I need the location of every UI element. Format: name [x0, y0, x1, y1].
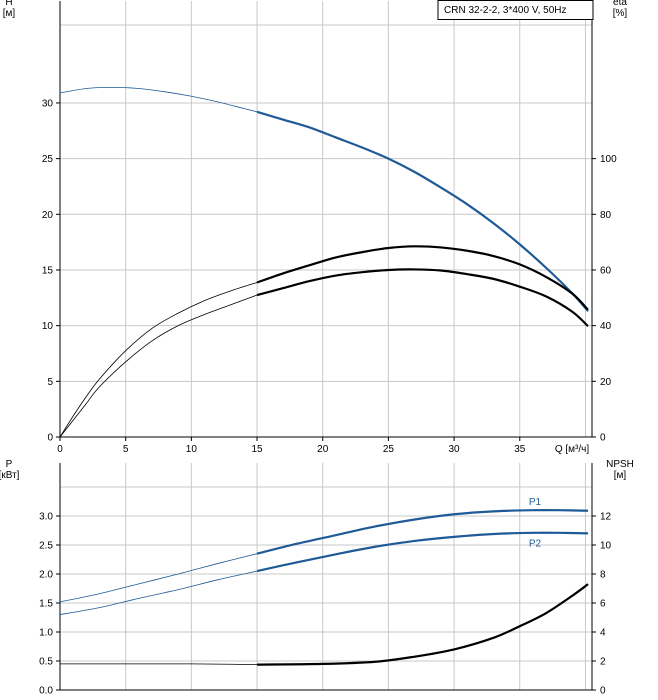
y-tick-label-right: 10 — [600, 541, 612, 552]
y-axis-unit-left: [м] — [3, 8, 16, 19]
y-tick-label-left: 20 — [42, 210, 54, 221]
y-tick-label-right: 0 — [600, 686, 606, 697]
series-npsh-thin — [59, 663, 258, 666]
y-tick-label-left: 2.5 — [39, 541, 53, 552]
y-tick-label-left: 0.0 — [39, 686, 53, 697]
y-tick-label-right: 8 — [600, 570, 606, 581]
x-tick-label: 5 — [123, 444, 129, 455]
y-tick-label-left: 10 — [42, 321, 54, 332]
x-tick-label: 15 — [251, 444, 263, 455]
y-axis-label-left: H — [5, 0, 12, 8]
y-tick-label-left: 0.5 — [39, 657, 53, 668]
series-eta-upper-bold — [256, 245, 589, 311]
series-p1-thin — [59, 553, 258, 603]
head-efficiency-panel: 0 5 10 15 20 25 30 0 20 40 60 80 100 0 5 10 15 20 25 30 35 Q … — [3, 0, 628, 455]
series-label-p1: P1 — [529, 497, 542, 508]
series-eta-lower-bold — [256, 268, 589, 328]
series-p2-thin — [59, 570, 258, 615]
y-tick-label-right: 0 — [600, 433, 606, 444]
y-axis-unit-right: [м] — [614, 470, 627, 481]
y-tick-label-left: 1.0 — [39, 628, 53, 639]
y-tick-label-left: 3.0 — [39, 512, 53, 523]
x-tick-label: 30 — [449, 444, 461, 455]
y-tick-label-right: 20 — [600, 377, 612, 388]
x-tick-label: 10 — [186, 444, 198, 455]
y-tick-label-right: 2 — [600, 657, 606, 668]
x-tick-label: 20 — [317, 444, 329, 455]
legend: CRN 32-2-2, 3*400 V, 50Hz — [437, 0, 594, 20]
y-tick-label-left: 0 — [47, 433, 53, 444]
series-p2-bold — [256, 531, 589, 573]
y-axis-unit-left: [кВт] — [0, 470, 20, 481]
y-axis-label-right: NPSH — [606, 459, 634, 470]
y-axis-label-left: P — [6, 459, 13, 470]
y-tick-label-right: 6 — [600, 599, 606, 610]
series-h-thin — [59, 86, 258, 113]
y-tick-label-left: 5 — [47, 377, 53, 388]
y-tick-label-right: 40 — [600, 321, 612, 332]
x-tick-label: 25 — [383, 444, 395, 455]
y-tick-label-right: 100 — [600, 154, 617, 165]
series-label-p2: P2 — [529, 538, 542, 549]
y-tick-label-right: 4 — [600, 628, 606, 639]
y-tick-label-right: 60 — [600, 265, 612, 276]
legend-box — [437, 0, 594, 20]
series-eta-upper-thin — [59, 282, 258, 438]
legend-text: CRN 32-2-2, 3*400 V, 50Hz — [444, 5, 566, 16]
y-tick-label-left: 1.5 — [39, 599, 53, 610]
y-axis-label-right: eta — [613, 0, 627, 8]
y-tick-label-left: 25 — [42, 154, 54, 165]
power-npsh-panel: 0.0 0.5 1.0 1.5 2.0 2.5 3.0 0 2 4 6 8 10 12 P[кВт] NPSH… — [0, 459, 634, 697]
series-npsh-bold — [257, 583, 589, 666]
series-h-bold — [256, 110, 589, 312]
y-tick-label-left: 2.0 — [39, 570, 53, 581]
y-axis-unit-right: [%] — [613, 8, 628, 19]
y-tick-label-right: 80 — [600, 210, 612, 221]
x-tick-label: 35 — [514, 444, 526, 455]
x-axis-label: Q [м³/ч] — [555, 444, 590, 455]
series-eta-lower-thin — [59, 294, 258, 438]
y-tick-label-left: 30 — [42, 98, 54, 109]
y-tick-label-right: 12 — [600, 512, 612, 523]
series-p1-bold — [256, 508, 589, 555]
y-tick-label-left: 15 — [42, 265, 54, 276]
x-tick-label: 0 — [57, 444, 63, 455]
